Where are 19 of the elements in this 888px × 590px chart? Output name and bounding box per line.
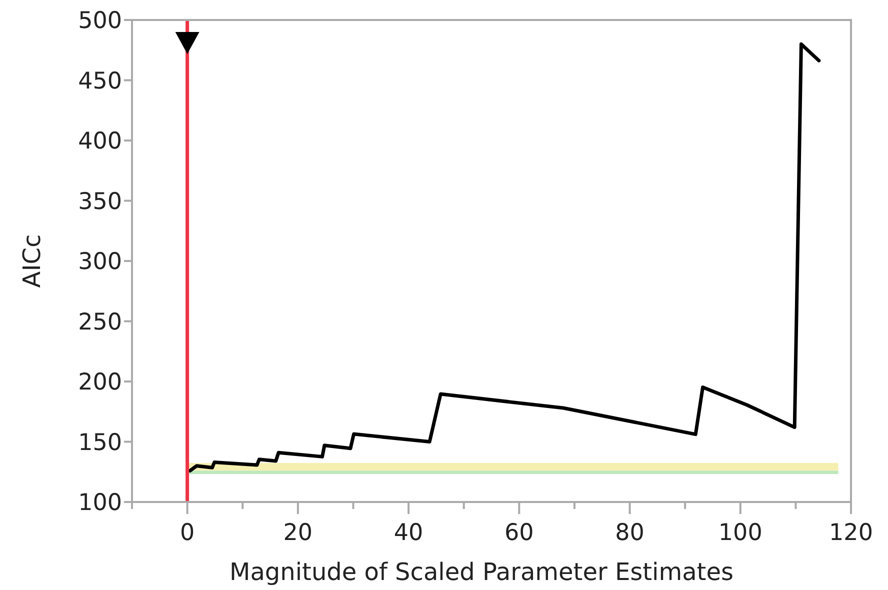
y-tick-label: 150: [78, 430, 122, 456]
x-tick-label: 40: [394, 520, 424, 546]
y-tick-label: 400: [78, 128, 122, 154]
x-tick-label: 20: [283, 520, 313, 546]
x-tick-label: 0: [180, 520, 195, 546]
y-tick-label: 450: [78, 68, 122, 94]
x-tick-label: 100: [718, 520, 762, 546]
y-axis-title: AICc: [18, 234, 46, 288]
y-tick-label: 200: [78, 370, 122, 396]
x-axis-title: Magnitude of Scaled Parameter Estimates: [230, 558, 734, 586]
y-tick-label: 100: [78, 490, 122, 516]
y-tick-label: 300: [78, 249, 122, 275]
y-tick-label: 250: [78, 309, 122, 336]
x-tick-label: 60: [504, 520, 534, 546]
line-series: [188, 42, 821, 472]
y-tick-label: 500: [78, 8, 122, 34]
x-tick-label: 120: [829, 520, 873, 546]
y-tick-label: 350: [78, 188, 122, 215]
x-tick-label: 80: [615, 520, 644, 546]
